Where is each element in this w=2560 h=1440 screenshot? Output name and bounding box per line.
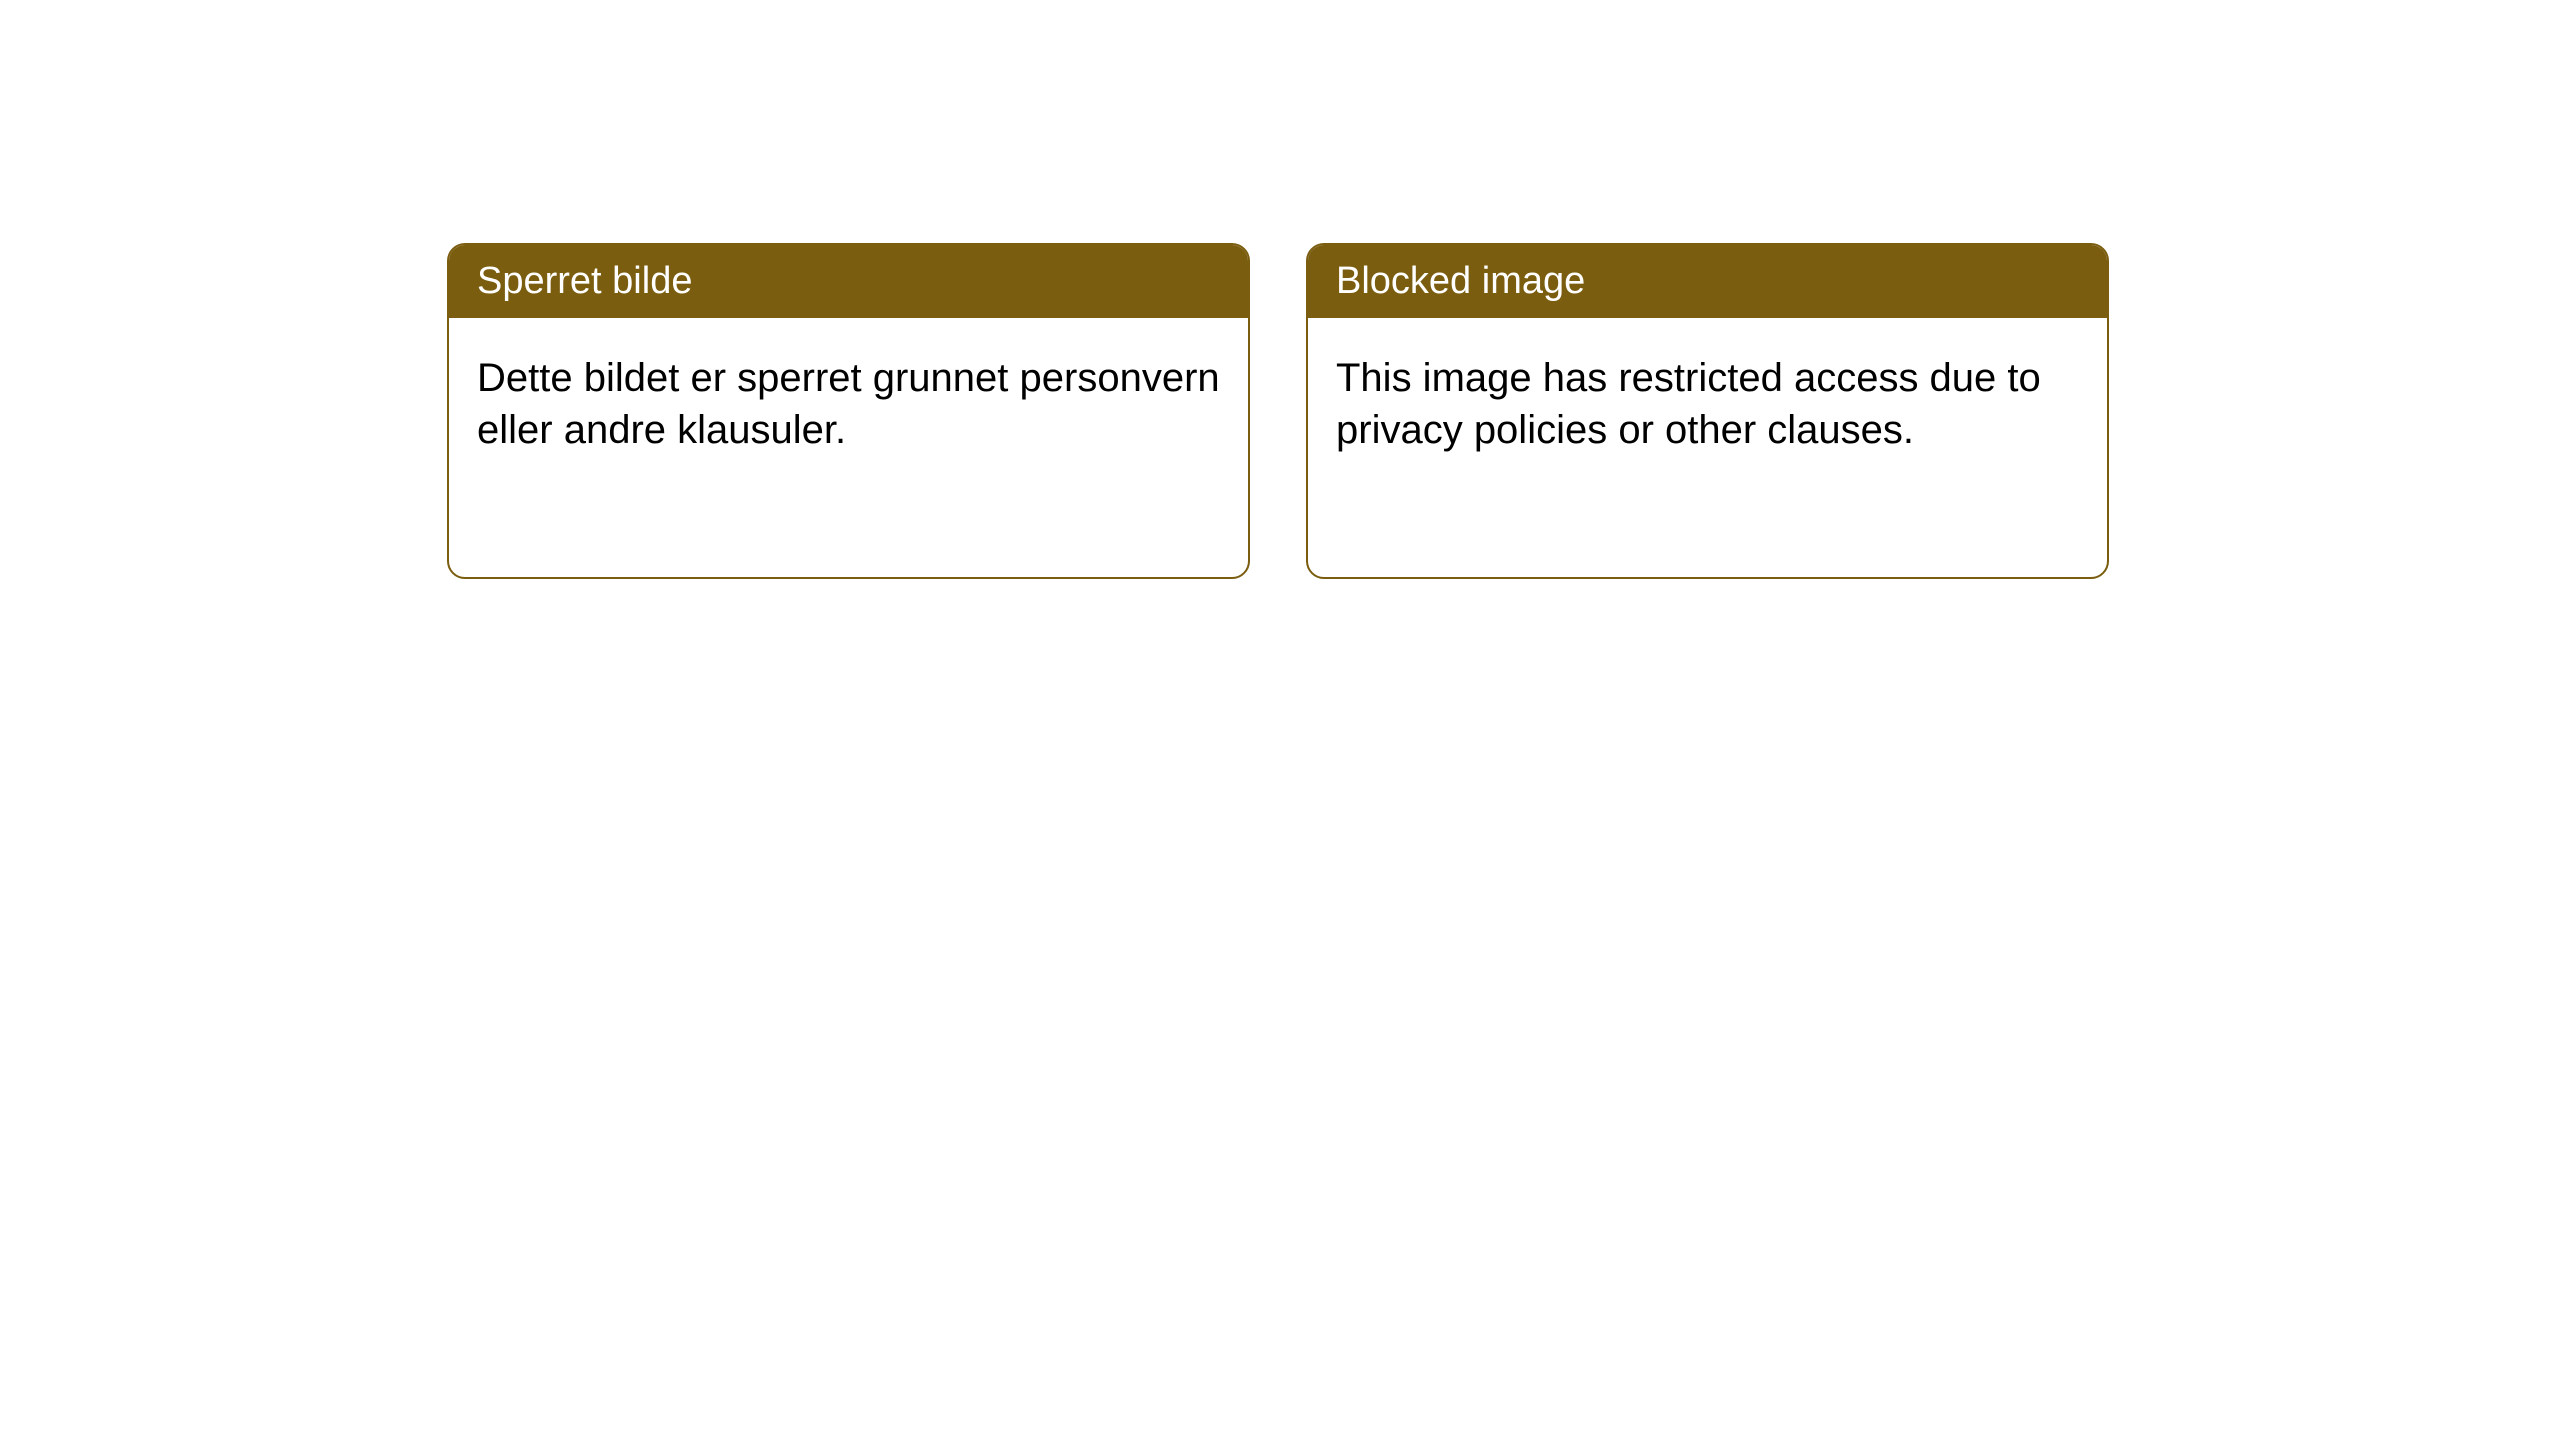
notice-body-en: This image has restricted access due to … bbox=[1308, 318, 2107, 490]
notice-card-no: Sperret bilde Dette bildet er sperret gr… bbox=[447, 243, 1250, 579]
notice-card-en: Blocked image This image has restricted … bbox=[1306, 243, 2109, 579]
notice-body-no: Dette bildet er sperret grunnet personve… bbox=[449, 318, 1248, 490]
notice-title-en: Blocked image bbox=[1308, 245, 2107, 318]
notice-title-no: Sperret bilde bbox=[449, 245, 1248, 318]
notice-container: Sperret bilde Dette bildet er sperret gr… bbox=[0, 0, 2560, 579]
